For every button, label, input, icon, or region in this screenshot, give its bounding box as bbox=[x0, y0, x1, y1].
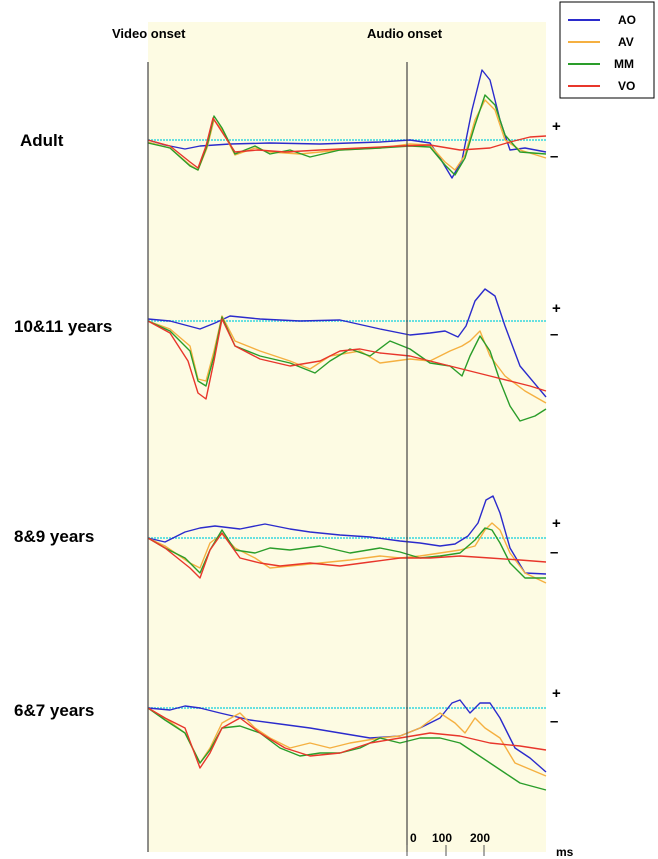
x-axis-unit: ms bbox=[556, 845, 574, 859]
plus-marker-10-11: + bbox=[552, 300, 561, 317]
panel-label-8-9: 8&9 years bbox=[14, 527, 94, 546]
trace-av-6-7 bbox=[147, 707, 547, 777]
x-tick-label-100: 100 bbox=[432, 831, 452, 845]
legend-box bbox=[559, 1, 655, 99]
trace-vo-6-7 bbox=[147, 707, 547, 769]
trace-vo-8-9 bbox=[147, 532, 547, 579]
plus-marker-adult: + bbox=[552, 118, 561, 135]
traces bbox=[147, 69, 547, 791]
video-onset-label: Video onset bbox=[112, 26, 186, 41]
panel-label-10-11: 10&11 years bbox=[14, 317, 112, 336]
minus-marker-adult: – bbox=[550, 148, 558, 165]
trace-av-10-11 bbox=[147, 315, 547, 404]
panel-label-adult: Adult bbox=[20, 131, 64, 150]
plus-marker-6-7: + bbox=[552, 685, 561, 702]
trace-ao-8-9 bbox=[147, 495, 547, 575]
x-tick-label-200: 200 bbox=[470, 831, 490, 845]
trace-ao-10-11 bbox=[147, 288, 547, 398]
trace-av-8-9 bbox=[147, 522, 547, 584]
trace-mm-adult bbox=[147, 94, 547, 176]
minus-marker-10-11: – bbox=[550, 326, 558, 343]
legend-label-vo: VO bbox=[618, 79, 635, 93]
trace-vo-10-11 bbox=[147, 318, 547, 400]
x-tick-label-0: 0 bbox=[410, 831, 417, 845]
plus-marker-8-9: + bbox=[552, 515, 561, 532]
trace-mm-10-11 bbox=[147, 316, 547, 422]
legend-label-ao: AO bbox=[618, 13, 636, 27]
trace-vo-adult bbox=[147, 117, 547, 169]
legend-label-av: AV bbox=[618, 35, 634, 49]
legend-label-mm: MM bbox=[614, 57, 634, 71]
legend: AO AV MM VO bbox=[559, 1, 655, 99]
minus-marker-8-9: – bbox=[550, 544, 558, 561]
plot-background bbox=[148, 22, 546, 852]
x-axis: 0 100 200 ms bbox=[406, 831, 574, 859]
panel-label-6-7: 6&7 years bbox=[14, 701, 94, 720]
minus-marker-6-7: – bbox=[550, 713, 558, 730]
audio-onset-label: Audio onset bbox=[367, 26, 443, 41]
